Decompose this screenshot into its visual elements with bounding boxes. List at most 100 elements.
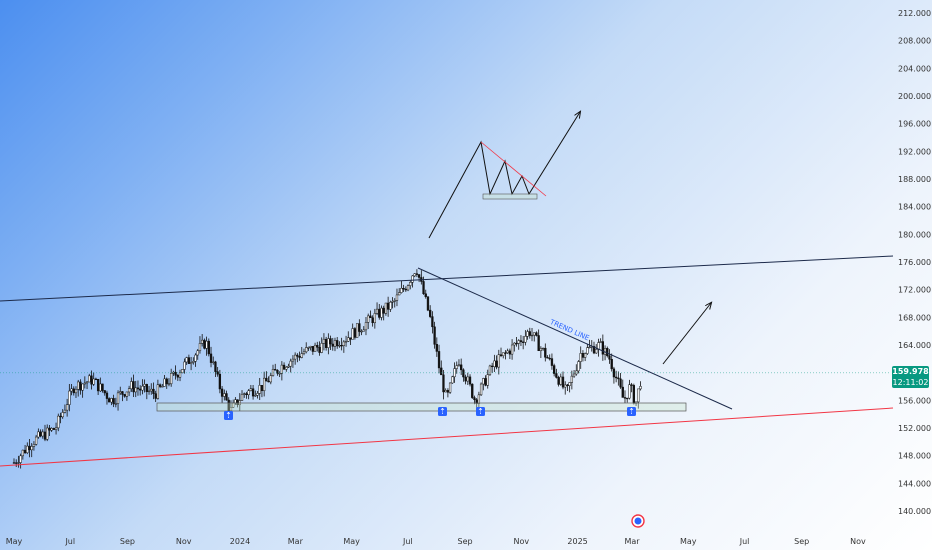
candle-body [34,436,38,445]
candle-body [318,347,321,353]
candle-body [185,357,188,363]
candle-body [515,342,518,345]
candle-body [302,351,306,354]
candle-body [307,347,310,349]
candle-body [367,315,370,323]
candle-body [50,428,53,431]
candle-body [333,340,337,347]
event-badge [476,407,485,416]
candle-body [187,357,191,364]
candle-body [380,307,383,318]
descending-trend-line [417,267,733,410]
candle-body [81,383,84,391]
candle-body [471,383,474,398]
candle-body [254,394,257,397]
candle-body [201,339,204,344]
candle-body [402,287,405,290]
candle-body [371,317,374,324]
candle-body [415,273,419,275]
candle-body [395,294,399,301]
candle-body [411,275,414,283]
y-tick-label: 180.000 [898,230,931,239]
event-badge [438,407,447,416]
candle-body [369,315,372,319]
earnings-marker-inner [634,517,642,525]
event-badge-icon: ⇡ [225,411,232,420]
candle-body [287,365,290,368]
candle-body [165,378,168,385]
candle-body [136,387,140,390]
candle-body [28,445,31,451]
y-tick-label: 184.000 [898,203,931,212]
y-tick-label: 144.000 [898,479,931,488]
candle-body [256,393,259,396]
candle-body [269,375,272,383]
candle-body [116,392,120,404]
candle-body [572,373,576,377]
candle-body [90,375,93,385]
candle-body [553,365,556,374]
candle-body [130,381,133,389]
candle-body [342,341,345,346]
candle-body [550,358,554,366]
x-tick-label: Jul [64,537,75,546]
candle-body [504,352,507,354]
candle-body [26,445,29,454]
candle-body [238,400,241,406]
event-badge-icon: ⇡ [628,407,635,416]
candle-body [435,344,438,352]
candle-body [502,352,505,357]
projection-resistance-line [480,141,547,197]
candle-body [23,449,27,454]
candle-body [391,301,394,303]
y-tick-label: 152.000 [898,424,931,433]
candle-body [448,382,452,393]
candle-body [320,343,323,353]
candle-body [85,381,89,384]
candle-body [19,455,22,463]
candle-body [245,393,248,396]
candle-body [278,372,281,375]
candle-body [510,344,514,355]
candle-body [429,309,432,317]
candle-body [74,389,78,394]
bar-countdown: 12:11:02 [892,378,929,387]
candle-body [212,361,215,363]
candle-body [451,376,454,384]
candle-body [92,378,95,385]
x-tick-label: 2025 [567,537,587,546]
candle-body [393,300,396,302]
candle-body [57,415,60,429]
candle-body [70,388,73,392]
candle-body [570,375,574,383]
x-tick-label: Nov [176,537,192,546]
candle-body [249,388,253,391]
candle-body [194,354,197,362]
x-tick-label: Nov [514,537,530,546]
candle-body [577,361,580,372]
candle-body [457,364,461,366]
candle-body [30,446,33,451]
candle-body [141,385,144,391]
y-tick-label: 188.000 [898,175,931,184]
candle-body [17,462,20,464]
breakout-arrow [662,303,711,365]
candle-body [203,339,206,349]
y-tick-label: 168.000 [898,313,931,322]
candle-body [355,323,359,338]
candle-body [555,373,558,378]
candle-body [329,338,332,345]
candle-body [147,390,151,393]
y-tick-label: 192.000 [898,147,931,156]
candle-body [606,348,609,357]
candle-body [535,332,538,336]
candle-body [119,391,122,394]
candle-body [440,367,443,376]
candle-body [608,355,611,360]
candle-body [601,341,605,355]
candle-body [444,390,447,393]
candle-body [495,360,498,368]
candle-body [123,394,126,397]
